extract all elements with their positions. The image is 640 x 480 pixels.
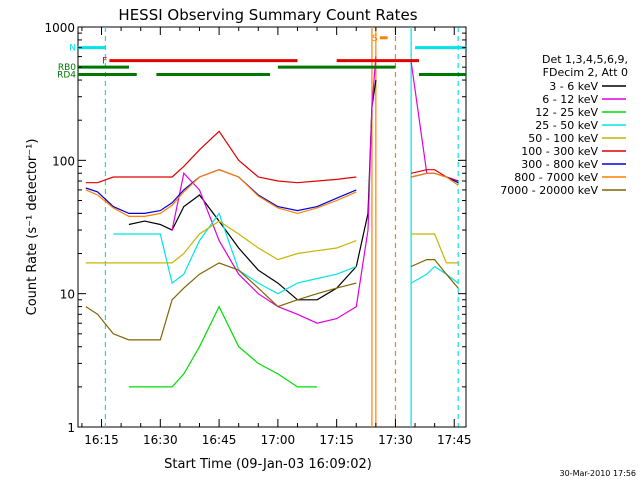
flag-label-N: N: [69, 44, 76, 54]
plot-frame: [77, 26, 467, 428]
legend-label-3: 25 - 50 keV: [535, 119, 598, 132]
series-lines: [85, 56, 459, 388]
legend-label-6: 300 - 800 keV: [521, 158, 598, 171]
y-tick-label-2: 100: [52, 154, 75, 168]
series-line-3-1: [410, 265, 459, 284]
series-line-8-0: [85, 262, 357, 341]
x-tick-label-1: 16:30: [143, 433, 178, 447]
series-line-1-1: [410, 61, 428, 174]
legend-label-1: 6 - 12 keV: [542, 93, 598, 106]
flag-label-RD4: RD4: [57, 71, 76, 81]
x-tick-label-3: 17:00: [261, 433, 296, 447]
x-axis: 16:15 16:30 16:45 17:00 17:15 17:30 17:45: [81, 27, 472, 447]
series-line-2-0: [128, 305, 318, 388]
legend-label-2: 12 - 25 keV: [535, 106, 598, 119]
legend: Det 1,3,4,5,6,9,FDecim 2, Att 03 - 6 keV…: [500, 53, 628, 197]
flag-label-RB0: RB0: [58, 63, 76, 73]
series-line-8-1: [410, 259, 459, 289]
series-line-3-0: [113, 212, 357, 295]
legend-label-8: 7000 - 20000 keV: [500, 184, 598, 197]
x-tick-label-6: 17:45: [437, 433, 472, 447]
x-axis-label: Start Time (09-Jan-03 16:09:02): [164, 457, 372, 472]
x-tick-label-2: 16:45: [202, 433, 237, 447]
x-tick-label-5: 17:30: [378, 433, 413, 447]
series-line-5-0: [85, 130, 357, 184]
footer-date: 30-Mar-2010 17:56: [560, 469, 637, 478]
y-axis-label: Count Rate (s⁻¹ detector⁻¹): [25, 139, 40, 316]
series-line-7-1: [410, 172, 459, 186]
legend-header-0: Det 1,3,4,5,6,9,: [542, 53, 628, 66]
chart-title: HESSI Observing Summary Count Rates: [118, 6, 417, 24]
y-tick-label-3: 1000: [44, 21, 75, 35]
series-line-4-0: [85, 220, 357, 264]
legend-header-1: FDecim 2, Att 0: [543, 66, 628, 79]
flag-label-S: S: [372, 34, 378, 44]
legend-label-4: 50 - 100 keV: [528, 132, 598, 145]
vertical-markers: [104, 27, 459, 427]
flag-label-F: F: [102, 57, 107, 67]
x-tick-label-4: 17:15: [319, 433, 354, 447]
legend-label-7: 800 - 7000 keV: [514, 171, 598, 184]
y-axis: 1 10 100 1000: [44, 21, 466, 435]
series-line-4-1: [411, 233, 459, 264]
x-tick-label-0: 16:15: [84, 433, 119, 447]
series-line-1-0: [171, 56, 377, 324]
series-line-7-0: [85, 169, 357, 217]
series-line-0-0: [128, 80, 377, 301]
y-tick-label-1: 10: [60, 288, 75, 302]
legend-label-5: 100 - 300 keV: [521, 145, 598, 158]
legend-label-0: 3 - 6 keV: [549, 80, 598, 93]
y-tick-label-0: 1: [67, 421, 75, 435]
